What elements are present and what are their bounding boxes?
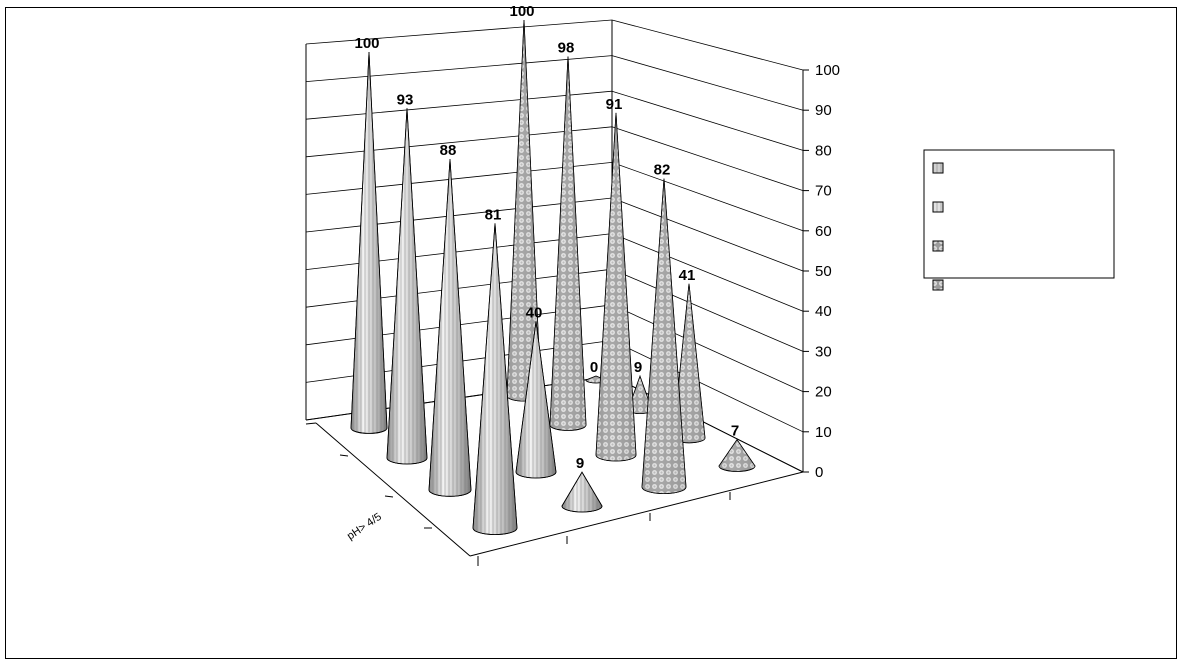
gridline-left (305, 126, 613, 158)
cone-mark (428, 159, 472, 497)
data-label: 98 (558, 40, 575, 57)
data-label: 100 (354, 35, 379, 52)
cone-mark (561, 471, 603, 513)
data-label: 0 (590, 359, 598, 376)
cone-mark (595, 112, 637, 462)
data-label: 88 (440, 142, 457, 159)
gridline-right (611, 19, 804, 71)
data-label: 41 (679, 267, 696, 284)
floor-front-edge (469, 471, 804, 557)
data-label: 9 (576, 455, 584, 472)
y-tick-label: 100 (815, 62, 840, 79)
y-tick-label: 0 (815, 464, 823, 481)
data-label: 40 (526, 305, 543, 322)
depth-category-label: pH> 4/5 (345, 511, 384, 543)
depth-tick-mark (339, 454, 349, 457)
gridline-right (611, 268, 804, 352)
gridline-left (305, 90, 613, 120)
cone-mark (641, 178, 687, 494)
gridline-right (611, 340, 804, 433)
data-label: 93 (397, 91, 414, 108)
legend-box (923, 149, 1115, 279)
cone-mark (472, 223, 518, 535)
y-tick-label: 50 (815, 263, 832, 280)
y-tick-label: 40 (815, 303, 832, 320)
gridline-left (305, 55, 613, 82)
gridline-left (305, 19, 613, 45)
depth-tick-mark (384, 495, 394, 498)
y-tick-label: 30 (815, 343, 832, 360)
gridline-left (305, 162, 613, 195)
gridline-right (611, 126, 804, 191)
depth-tick-mark (305, 422, 317, 425)
chart-legend (923, 149, 1115, 291)
legend-swatch (932, 201, 944, 213)
legend-swatch (932, 162, 944, 174)
chart-frame (5, 7, 1177, 659)
data-label: 91 (606, 96, 623, 113)
y-tick-label: 20 (815, 384, 832, 401)
floor-left-front-edge (315, 422, 471, 557)
chart-cones (350, 19, 756, 535)
gridline-right (611, 197, 804, 272)
data-label: 7 (731, 423, 739, 440)
cone-mark (386, 108, 428, 465)
gridline-right (611, 55, 804, 111)
y-tick-label: 90 (815, 102, 832, 119)
cone-mark (549, 56, 587, 431)
category-labels: pH> 4/5 (345, 511, 384, 543)
data-label: 100 (509, 3, 534, 20)
legend-swatch (932, 240, 944, 252)
y-tick-label: 70 (815, 183, 832, 200)
gridline-right (611, 162, 804, 232)
chart-data-labels: 0 100 9 98 100 41 91 93 7 40 82 88 9 81 (354, 3, 739, 472)
y-tick-label: 80 (815, 142, 832, 159)
data-label: 9 (634, 359, 642, 376)
y-tick-label: 10 (815, 424, 832, 441)
gridline-right (611, 304, 804, 392)
gridline-right (611, 90, 804, 151)
legend-swatch (932, 279, 944, 291)
cone-mark (350, 51, 388, 434)
data-label: 81 (485, 206, 502, 223)
cone-mark (515, 321, 557, 479)
data-label: 82 (654, 162, 671, 179)
y-axis-ticks: 0 10 20 30 40 50 60 70 80 90 100 (803, 62, 840, 481)
y-tick-label: 60 (815, 223, 832, 240)
gridline-right (611, 233, 804, 312)
cone-mark (718, 438, 756, 472)
